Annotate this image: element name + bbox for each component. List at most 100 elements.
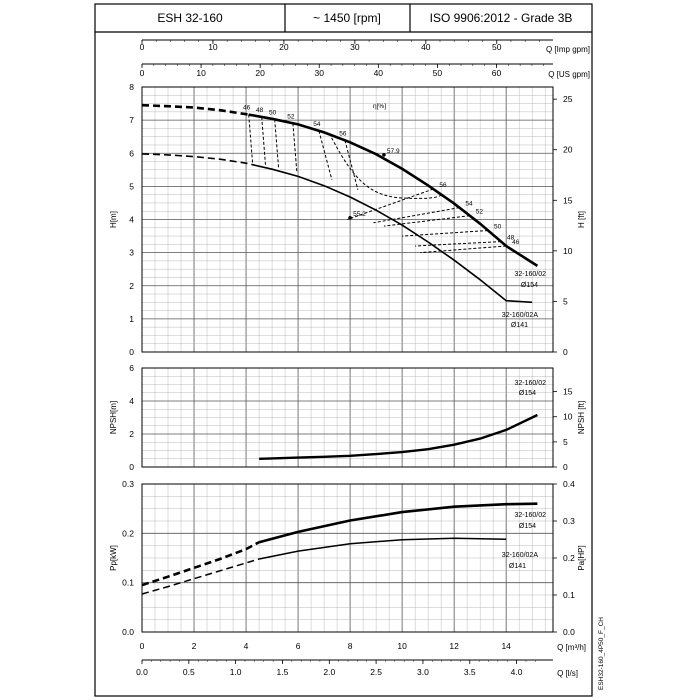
sheet-frame [94,3,593,697]
y-tick-label-npsh: 0 [129,462,134,472]
x-tick-label-ls: 2.5 [370,667,382,677]
x-tick-label-ls: 1.5 [277,667,289,677]
efficiency-label-left: 56 [339,130,347,137]
efficiency-iso-right-54 [373,207,460,224]
y-tick-label-head: 3 [129,248,134,258]
x-tick-label-m3h: 2 [192,641,197,651]
power-series-sub-2: Ø141 [509,563,526,570]
npsh-series-name: 32-160/02 [514,380,546,387]
y-right-tick-label-power: 0.3 [563,516,575,526]
y-axis-title-head: H[m] [109,211,118,228]
head-series-sub-2: Ø141 [511,322,528,329]
plot-frame-head [141,86,554,353]
y-tick-label-power: 0.1 [122,578,134,588]
imp-gpm-tick-label: 10 [208,42,218,52]
power-series-name-1: 32-160/02 [514,512,546,519]
x-tick-label-ls: 4.0 [511,667,523,677]
y-right-tick-label-head: 20 [563,145,573,155]
y-tick-label-head: 8 [129,82,134,92]
imp-gpm-tick-label: 30 [350,42,360,52]
y-right-tick-label-head: 0 [563,347,568,357]
head-curve-ø154 [248,113,539,267]
us-gpm-axis-title: Q [US gpm] [548,70,590,79]
efficiency-label-left: 52 [287,113,295,120]
imp-gpm-tick-label: 20 [279,42,289,52]
y-tick-label-head: 2 [129,281,134,291]
annotation-label: 57.9 [387,148,400,155]
x-tick-label-ls: 2.0 [323,667,335,677]
efficiency-iso-right-56 [347,188,434,220]
us-gpm-tick-label: 60 [492,68,502,78]
header-model: ESH 32-160 [157,11,223,25]
power-curve-ø154 [258,502,538,544]
efficiency-label-right: 50 [494,223,502,230]
us-gpm-tick-label: 30 [315,68,325,78]
annotation-dot [382,153,386,157]
plot-frame-npsh [141,367,554,468]
y-tick-label-head: 0 [129,347,134,357]
x-tick-label-ls: 1.0 [230,667,242,677]
npsh-curve [259,413,538,460]
power-curve-ø141-dashed [141,558,260,595]
efficiency-iso-right-46 [420,245,507,254]
head-series-name-2: 32-160/02A [502,312,539,319]
efficiency-iso-left-56 [344,140,359,190]
y-right-tick-label-npsh: 15 [563,387,573,397]
y-tick-label-npsh: 2 [129,429,134,439]
efficiency-label-right: 52 [476,209,484,216]
head-curve-ø141-dashed [141,153,252,166]
y-tick-label-npsh: 6 [129,363,134,373]
efficiency-iso-left-48 [261,116,267,167]
us-gpm-tick-label: 0 [140,68,145,78]
y-tick-label-head: 7 [129,115,134,125]
efficiency-iso-56-bowl [328,133,444,199]
y-right-tick-label-head: 5 [563,296,568,306]
us-gpm-tick-label: 20 [255,68,265,78]
head-curve-ø154-dashed [141,103,249,116]
drawing-code: ESH32-160_4P50_F_CH [598,617,605,690]
power-curve-ø154-dashed [141,541,260,587]
npsh-series-sub: Ø154 [519,390,536,397]
efficiency-label-right: 56 [439,182,447,189]
header-standard: ISO 9906:2012 - Grade 3B [430,11,573,25]
y-tick-label-npsh: 4 [129,396,134,406]
y-axis-right-title-power: Pa[HP] [577,545,586,570]
efficiency-label-right: 54 [465,201,473,208]
y-right-tick-label-power: 0.0 [563,627,575,637]
y-axis-right-title-npsh: NPSH [ft] [577,401,586,434]
y-tick-label-head: 1 [129,314,134,324]
us-gpm-tick-label: 10 [196,68,206,78]
x-tick-label-m3h: 0 [140,641,145,651]
header-speed: ~ 1450 [rpm] [313,11,381,25]
imp-gpm-tick-label: 0 [140,42,145,52]
y-axis-right-title-head: H [ft] [577,211,586,228]
x-tick-label-m3h: 4 [244,641,249,651]
y-tick-label-head: 5 [129,181,134,191]
us-gpm-tick-label: 40 [374,68,384,78]
x-tick-label-m3h: 6 [296,641,301,651]
y-right-tick-label-head: 10 [563,246,573,256]
x-axis-title-ls: Q [l/s] [557,669,578,678]
x-tick-label-ls: 3.0 [417,667,429,677]
efficiency-label-left: 46 [243,105,251,112]
head-series-sub-1: Ø154 [521,282,538,289]
efficiency-label-left: 48 [256,107,264,114]
y-axis-title-power: Pp[kW] [109,545,118,571]
x-tick-label-ls: 3.5 [464,667,476,677]
efficiency-label-right: 46 [512,239,520,246]
annotation-dot [348,216,352,220]
power-series-sub-1: Ø154 [519,523,536,530]
us-gpm-tick-label: 50 [433,68,443,78]
efficiency-label-left: 54 [313,121,321,128]
power-series-name-2: 32-160/02A [502,552,539,559]
y-right-tick-label-npsh: 5 [563,437,568,447]
x-tick-label-m3h: 12 [449,641,459,651]
y-tick-label-head: 4 [129,215,134,225]
x-tick-label-ls: 0.5 [183,667,195,677]
x-tick-label-m3h: 10 [397,641,407,651]
y-right-tick-label-npsh: 10 [563,412,573,422]
y-right-tick-label-head: 15 [563,195,573,205]
efficiency-label-right: 48 [507,235,515,242]
